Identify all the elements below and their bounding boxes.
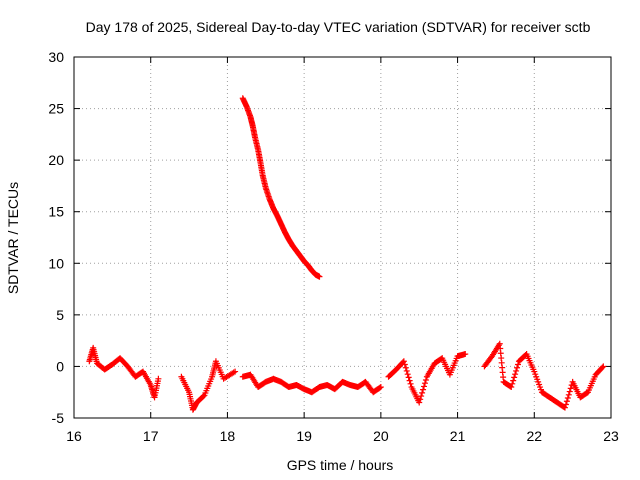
- series-descending-arc: [239, 95, 323, 280]
- chart-title: Day 178 of 2025, Sidereal Day-to-day VTE…: [86, 19, 591, 35]
- data-point: [510, 377, 517, 384]
- series-baseline-cluster-e: [481, 340, 607, 411]
- y-tick-label: 5: [56, 307, 64, 323]
- y-tick-label: -5: [52, 410, 65, 426]
- data-point: [400, 358, 407, 365]
- series-baseline-cluster-d: [385, 351, 469, 406]
- data-point: [419, 389, 426, 396]
- y-tick-label: 10: [48, 255, 64, 271]
- data-point: [563, 398, 570, 405]
- data-point: [402, 364, 409, 371]
- data-point: [403, 367, 410, 374]
- data-point: [420, 386, 427, 393]
- data-point: [376, 384, 383, 391]
- x-tick-label: 16: [66, 428, 82, 444]
- data-point: [407, 380, 414, 387]
- data-point: [316, 273, 323, 280]
- x-axis-label: GPS time / hours: [287, 457, 394, 473]
- y-tick-label: 25: [48, 101, 64, 117]
- data-point: [418, 393, 425, 400]
- y-tick-label: 30: [48, 49, 64, 65]
- data-point: [200, 393, 207, 400]
- x-tick-label: 21: [450, 428, 466, 444]
- y-tick-label: 0: [56, 358, 64, 374]
- series-baseline-cluster-c: [239, 371, 384, 396]
- data-point: [508, 384, 515, 391]
- data-point: [562, 401, 569, 408]
- data-point: [513, 367, 520, 374]
- x-tick-label: 23: [603, 428, 619, 444]
- y-axis-label: SDTVAR / TECUs: [5, 182, 21, 294]
- data-point: [566, 388, 573, 395]
- data-point: [514, 361, 521, 368]
- y-tick-label: 20: [48, 152, 64, 168]
- axis-ticks: [73, 56, 612, 419]
- data-point: [421, 383, 428, 390]
- data-point: [509, 380, 516, 387]
- data-point: [406, 377, 413, 384]
- data-point: [565, 391, 572, 398]
- series-baseline-cluster-b: [178, 358, 239, 413]
- series-baseline-cluster-a: [86, 344, 162, 401]
- data-point: [417, 396, 424, 403]
- x-tick-label: 17: [143, 428, 159, 444]
- gridlines: [74, 57, 611, 418]
- data-point: [422, 376, 429, 383]
- data-marks: [86, 95, 607, 413]
- data-point: [599, 364, 606, 371]
- data-point: [564, 395, 571, 402]
- data-point: [155, 375, 162, 382]
- data-point: [401, 361, 408, 368]
- data-point: [511, 374, 518, 381]
- x-tick-label: 22: [526, 428, 542, 444]
- x-tick-label: 19: [296, 428, 312, 444]
- data-point: [567, 385, 574, 392]
- plot-frame: [73, 56, 612, 419]
- data-point: [404, 371, 411, 378]
- data-point: [514, 364, 521, 371]
- y-tick-label: 15: [48, 204, 64, 220]
- data-point: [421, 380, 428, 387]
- data-point: [232, 368, 239, 375]
- data-point: [377, 384, 384, 391]
- data-point: [416, 399, 423, 406]
- axis-tick-labels: 16 17 18 19 20 21 22 23 -5 0 5 10 15 20 25 30: [48, 49, 619, 444]
- data-point: [561, 404, 568, 411]
- x-tick-label: 20: [373, 428, 389, 444]
- data-point: [462, 351, 469, 358]
- data-point: [512, 371, 519, 378]
- x-tick-label: 18: [220, 428, 236, 444]
- data-point: [405, 374, 412, 381]
- data-point: [600, 363, 607, 370]
